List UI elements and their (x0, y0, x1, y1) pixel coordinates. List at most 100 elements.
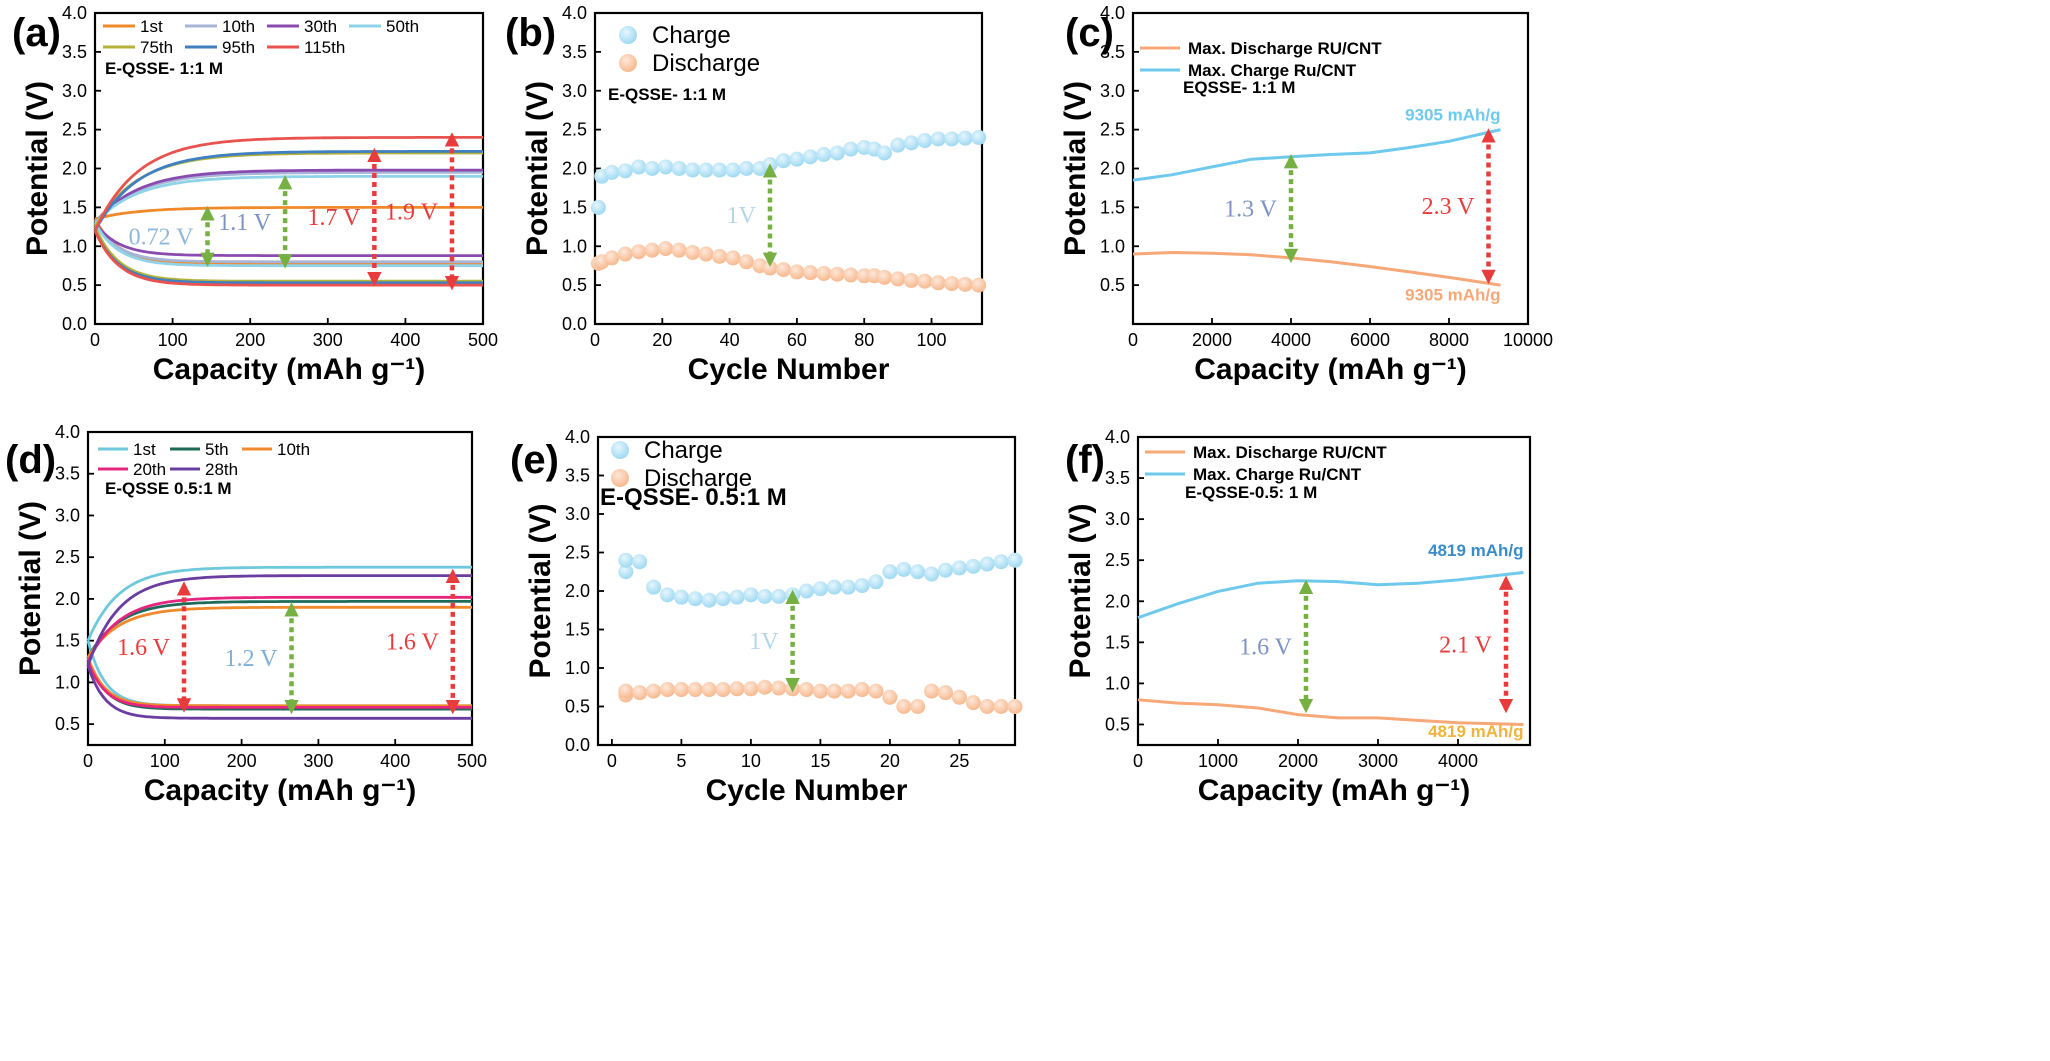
condition-label: E-QSSE 0.5:1 M (105, 479, 232, 498)
charge-point (775, 153, 791, 169)
max-curve-0 (1132, 250, 1501, 287)
charge-point (1007, 552, 1023, 568)
voltage-gap-label: 0.72 V (129, 225, 195, 251)
x-tick-label: 0 (90, 330, 100, 350)
charge-point (903, 135, 919, 151)
x-tick-label: 500 (468, 330, 498, 350)
discharge-point (829, 266, 845, 282)
discharge-point (604, 250, 620, 266)
y-tick-label: 1.5 (1100, 197, 1125, 217)
y-tick-label: 0.5 (62, 275, 87, 295)
charge-point (590, 199, 606, 215)
y-tick-label: 0.0 (562, 314, 587, 334)
discharge-point (993, 699, 1009, 714)
x-tick-label: 3000 (1358, 751, 1398, 771)
y-tick-label: 2.5 (55, 547, 80, 567)
discharge-point (924, 683, 940, 699)
x-tick-label: 10 (741, 751, 761, 771)
x-tick-label: 2000 (1192, 330, 1232, 350)
discharge-point (671, 242, 687, 258)
legend-entry: 5th (205, 440, 229, 459)
charge-point (729, 589, 745, 605)
y-tick-label: 2.5 (1105, 550, 1130, 570)
discharge-curve-5th (86, 656, 472, 711)
x-axis-title: Cycle Number (706, 774, 908, 807)
y-tick-label: 0.0 (62, 314, 87, 334)
y-tick-label: 4.0 (62, 3, 87, 23)
discharge-point (701, 682, 717, 698)
discharge-point (685, 244, 701, 260)
discharge-point (951, 689, 967, 705)
y-tick-label: 3.0 (565, 504, 590, 524)
y-tick-label: 2.0 (1100, 159, 1125, 179)
max-curve-1 (1137, 571, 1524, 620)
discharge-point (698, 246, 714, 262)
panel-label: (d) (5, 438, 56, 482)
x-tick-label: 500 (457, 751, 487, 771)
charge-point (673, 589, 689, 605)
x-axis-title: Cycle Number (688, 353, 890, 386)
legend-entry: 10th (277, 440, 310, 459)
x-tick-label: 40 (720, 330, 740, 350)
discharge-point (938, 685, 953, 701)
x-axis-title: Capacity (mAh g⁻¹) (1198, 774, 1471, 807)
discharge-point (762, 260, 778, 276)
y-tick-label: 0.5 (565, 697, 590, 717)
y-tick-label: 3.0 (62, 81, 87, 101)
charge-point (631, 159, 647, 175)
discharge-point (789, 264, 805, 280)
discharge-point (843, 267, 859, 283)
y-tick-label: 0.5 (1100, 275, 1125, 295)
voltage-gap-label: 1.2 V (225, 646, 279, 672)
charge-point (604, 164, 620, 180)
charge-point (957, 130, 973, 146)
discharge-curve-75th (93, 226, 483, 283)
charge-point (812, 581, 828, 597)
legend-discharge: Discharge (652, 50, 760, 77)
legend-entry: 115th (304, 38, 345, 57)
discharge-point (631, 244, 647, 260)
discharge-curve-20th (86, 660, 472, 709)
discharge-point (658, 241, 674, 257)
panel-label: (e) (510, 438, 559, 482)
y-tick-label: 1.5 (1105, 632, 1130, 652)
discharge-point (816, 265, 832, 281)
condition-label: E-QSSE- 0.5:1 M (600, 484, 787, 511)
x-axis-title: Capacity (mAh g⁻¹) (144, 774, 417, 807)
x-tick-label: 80 (854, 330, 874, 350)
voltage-gap-label: 1V (727, 203, 757, 229)
plot-frame (1136, 435, 1532, 747)
charge-point (644, 161, 660, 176)
panel-label: (a) (12, 11, 61, 55)
x-tick-label: 0 (83, 751, 93, 771)
voltage-gap-label: 1.7 V (307, 205, 361, 231)
voltage-gap-label: 2.1 V (1439, 632, 1493, 658)
y-tick-label: 3.5 (62, 42, 87, 62)
x-axis-title: Capacity (mAh g⁻¹) (1194, 353, 1467, 386)
charge-point (854, 578, 870, 594)
x-tick-label: 60 (787, 330, 807, 350)
discharge-point (712, 248, 728, 264)
y-tick-label: 4.0 (1105, 427, 1130, 447)
discharge-point (840, 683, 856, 699)
y-tick-label: 0.5 (562, 275, 587, 295)
discharge-point (799, 682, 814, 698)
legend-entry: Max. Charge Ru/CNT (1188, 61, 1357, 80)
x-tick-label: 1000 (1198, 751, 1238, 771)
legend-entry: Max. Discharge RU/CNT (1193, 443, 1387, 462)
charge-point (618, 552, 634, 568)
charge-point (712, 162, 728, 178)
capacity-label: 9305 mAh/g (1405, 286, 1500, 305)
charge-point (802, 149, 818, 165)
charge-point (799, 583, 814, 599)
charge-point (762, 157, 778, 173)
capacity-label: 4819 mAh/g (1428, 541, 1523, 560)
y-tick-label: 2.5 (565, 543, 590, 563)
discharge-point (743, 681, 759, 697)
charge-point (685, 162, 701, 178)
discharge-point (646, 683, 662, 699)
charge-curve-5th (86, 600, 472, 659)
charge-point (890, 137, 906, 153)
x-tick-label: 5 (676, 751, 686, 771)
